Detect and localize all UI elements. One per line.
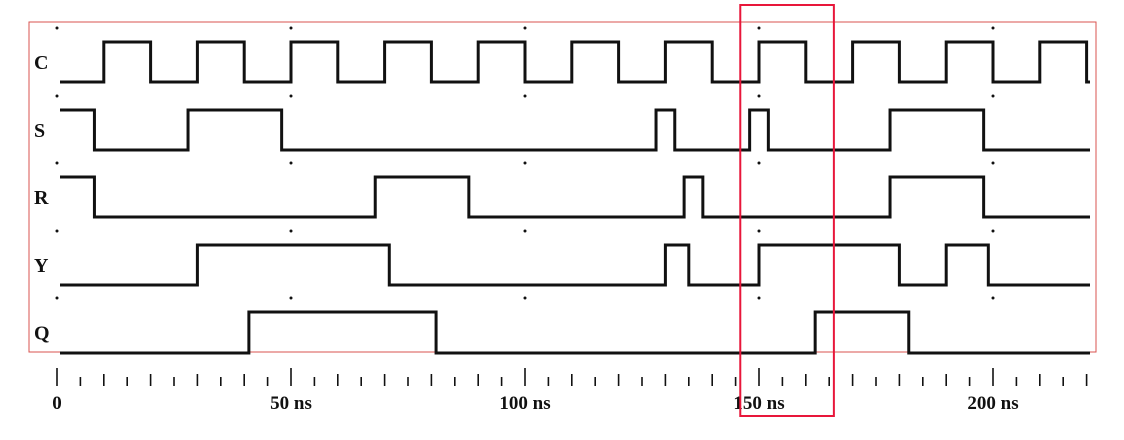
- grid-dot: [289, 94, 293, 98]
- tick-label-50: 50 ns: [270, 393, 312, 414]
- signals-layer: C S R Y Q: [34, 26, 1090, 355]
- grid-dot: [523, 161, 527, 165]
- grid-dot: [523, 296, 527, 300]
- grid-dot: [991, 94, 995, 98]
- signal-label-c: C: [34, 52, 48, 74]
- signal-label-r: R: [34, 187, 49, 209]
- grid-dot: [523, 26, 527, 30]
- grid-dot: [289, 26, 293, 30]
- grid-dot: [289, 161, 293, 165]
- highlight-box: [739, 4, 835, 417]
- tick-label-150: 150 ns: [733, 393, 784, 414]
- signal-label-s: S: [34, 120, 45, 142]
- signal-q: Q: [34, 296, 1090, 355]
- tick-label-0: 0: [52, 393, 62, 414]
- grid-dot: [991, 26, 995, 30]
- waveform-y: [60, 243, 1090, 287]
- grid-dot: [55, 26, 59, 30]
- waveform-r: [60, 175, 1090, 219]
- grid-dot: [757, 161, 761, 165]
- grid-dot: [289, 229, 293, 233]
- waveform-s: [60, 108, 1090, 152]
- grid-dot: [523, 229, 527, 233]
- waveform-c: [60, 40, 1090, 84]
- waveform-q: [60, 310, 1090, 355]
- signal-label-q: Q: [34, 323, 50, 345]
- grid-dot: [991, 161, 995, 165]
- signal-c: C: [34, 26, 1090, 84]
- signal-s: S: [34, 94, 1090, 152]
- grid-dot: [523, 94, 527, 98]
- tick-label-200: 200 ns: [967, 393, 1018, 414]
- grid-dot: [757, 296, 761, 300]
- grid-dot: [757, 26, 761, 30]
- diagram-frame: [28, 21, 1097, 353]
- grid-dot: [289, 296, 293, 300]
- grid-dot: [757, 94, 761, 98]
- grid-dot: [757, 229, 761, 233]
- tick-label-100: 100 ns: [499, 393, 550, 414]
- signal-y: Y: [34, 229, 1090, 287]
- grid-dot: [55, 296, 59, 300]
- grid-dot: [55, 161, 59, 165]
- grid-dot: [991, 296, 995, 300]
- grid-dot: [55, 229, 59, 233]
- grid-dot: [991, 229, 995, 233]
- signal-label-y: Y: [34, 255, 49, 277]
- grid-dot: [55, 94, 59, 98]
- signal-r: R: [34, 161, 1090, 219]
- time-axis: 0 50 ns 100 ns 150 ns 200 ns: [52, 368, 1088, 414]
